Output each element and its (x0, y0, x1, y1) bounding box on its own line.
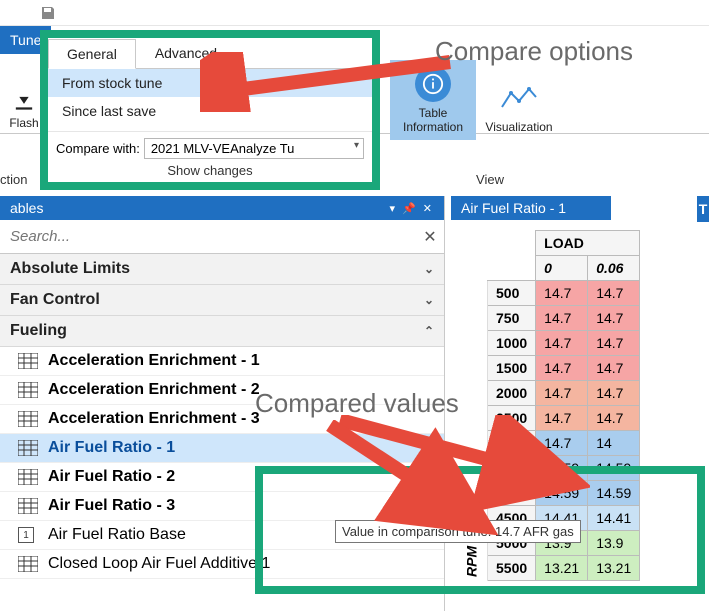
afr-cell[interactable]: 14.41 (588, 506, 640, 531)
afr-cell[interactable]: 14 (588, 431, 640, 456)
arrow-compare-options (200, 52, 470, 112)
ribbon-group-left-trunc: ction (0, 172, 27, 187)
afr-cell[interactable]: 14.7 (536, 281, 588, 306)
afr-cell[interactable]: 14.59 (588, 456, 640, 481)
chevron-up-icon: ⌃ (424, 324, 434, 338)
annotation-compare-options: Compare options (435, 36, 633, 67)
afr-cell[interactable]: 14.7 (536, 356, 588, 381)
afr-cell[interactable]: 13.21 (588, 556, 640, 581)
annotation-compared-values: Compared values (255, 388, 459, 419)
compare-with-dropdown[interactable]: 2021 MLV-VEAnalyze Tu (144, 138, 364, 159)
table-row-label: Air Fuel Ratio - 2 (48, 468, 175, 486)
grid-icon (18, 382, 38, 398)
visualization-label: Visualization (485, 120, 552, 134)
afr-cell[interactable]: 14.7 (536, 306, 588, 331)
grid-icon (18, 411, 38, 427)
afr-cell[interactable]: 13.9 (588, 531, 640, 556)
rpm-row-header[interactable]: 1500 (488, 356, 536, 381)
afr-cell[interactable]: 13.21 (536, 556, 588, 581)
tab-general[interactable]: General (48, 39, 136, 69)
section-label: Fueling (10, 322, 67, 340)
load-col-header[interactable]: 0.06 (588, 256, 640, 281)
tables-panel-title: ables (10, 200, 43, 216)
titlebar (0, 0, 709, 26)
rpm-row-header[interactable]: 1000 (488, 331, 536, 356)
section-fan-control[interactable]: Fan Control ⌄ (0, 285, 444, 316)
compare-with-label: Compare with: (56, 141, 140, 156)
afr-cell[interactable]: 14.7 (588, 331, 640, 356)
visualization-icon (499, 80, 539, 116)
rpm-row-header[interactable]: 5500 (488, 556, 536, 581)
load-col-header[interactable]: 0 (536, 256, 588, 281)
table-row-label: Acceleration Enrichment - 3 (48, 410, 260, 428)
afr-cell[interactable]: 14.7 (588, 381, 640, 406)
table-row-label: Acceleration Enrichment - 1 (48, 352, 260, 370)
table-row[interactable]: Acceleration Enrichment - 1 (0, 347, 444, 376)
ribbon-group-view: View (410, 172, 570, 187)
table-row-label: Closed Loop Air Fuel Additive 1 (48, 555, 270, 573)
rpm-row-header[interactable]: 2000 (488, 381, 536, 406)
grid-icon (18, 556, 38, 572)
flash-icon[interactable] (10, 84, 38, 112)
axis-load-label: LOAD (536, 231, 640, 256)
chevron-down-icon: ⌄ (424, 293, 434, 307)
show-changes-link[interactable]: Show changes (56, 159, 364, 180)
rpm-row-header[interactable]: 750 (488, 306, 536, 331)
afr-cell[interactable]: 14.7 (588, 306, 640, 331)
table-editor-panel: Air Fuel Ratio - 1 LOAD 00.06 RPM50014.7… (445, 196, 709, 611)
table-editor-title[interactable]: Air Fuel Ratio - 1 (451, 196, 611, 220)
grid-icon (18, 469, 38, 485)
tables-panel-header: ables ▾ 📌 ✕ (0, 196, 444, 220)
table-row-label: Acceleration Enrichment - 2 (48, 381, 260, 399)
panel-controls[interactable]: ▾ 📌 ✕ (389, 202, 434, 215)
one-icon: 1 (18, 527, 38, 543)
save-icon[interactable] (40, 5, 56, 21)
afr-cell[interactable]: 14.7 (536, 381, 588, 406)
search-input[interactable] (0, 220, 416, 253)
flash-label: Flash (9, 116, 38, 130)
chevron-down-icon: ⌄ (424, 262, 434, 276)
afr-cell[interactable]: 14.7 (536, 331, 588, 356)
table-row-label: Air Fuel Ratio Base (48, 526, 186, 544)
table-row-label: Air Fuel Ratio - 3 (48, 497, 175, 515)
table-row-label: Air Fuel Ratio - 1 (48, 439, 175, 457)
section-label: Absolute Limits (10, 260, 130, 278)
clear-search-icon[interactable]: ✕ (416, 227, 444, 247)
section-fueling[interactable]: Fueling ⌃ (0, 316, 444, 347)
grid-icon (18, 440, 38, 456)
visualization-button[interactable]: Visualization (476, 74, 562, 140)
grid-icon (18, 353, 38, 369)
afr-cell[interactable]: 14.7 (588, 281, 640, 306)
afr-cell[interactable]: 14.59 (588, 481, 640, 506)
section-label: Fan Control (10, 291, 100, 309)
afr-cell[interactable]: 14.7 (588, 356, 640, 381)
table-row[interactable]: Closed Loop Air Fuel Additive 1 (0, 550, 444, 579)
section-absolute-limits[interactable]: Absolute Limits ⌄ (0, 254, 444, 285)
rpm-row-header[interactable]: 500 (488, 281, 536, 306)
afr-cell[interactable]: 14.7 (588, 406, 640, 431)
arrow-compared-values-2 (300, 420, 520, 540)
grid-icon (18, 498, 38, 514)
